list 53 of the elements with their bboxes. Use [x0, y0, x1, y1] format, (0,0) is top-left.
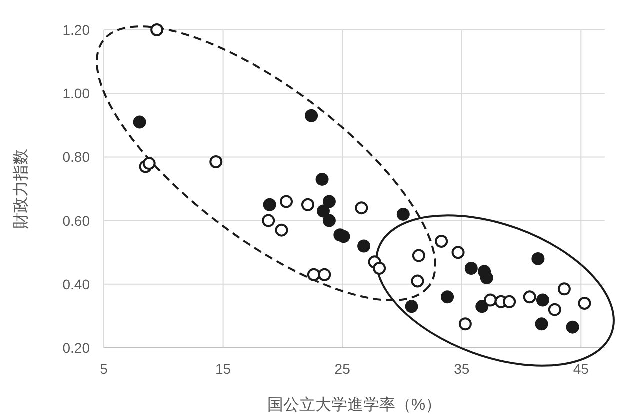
point [566, 320, 580, 334]
point [396, 208, 410, 221]
y-tick-label: 0.40 [62, 276, 90, 292]
point [503, 295, 516, 308]
point [523, 290, 536, 304]
x-tick-label: 15 [215, 361, 232, 377]
y-tick-label: 1.20 [62, 22, 90, 38]
point [133, 116, 146, 129]
y-tick-label: 1.00 [62, 86, 90, 102]
point [280, 195, 294, 208]
x-tick-label: 45 [573, 361, 590, 377]
point [532, 252, 545, 266]
x-tick-label: 35 [454, 361, 470, 377]
x-axis-title: 国公立大学進学率（%） [267, 396, 442, 414]
x-tick-label: 5 [100, 361, 108, 377]
point [322, 214, 336, 228]
point [452, 246, 465, 260]
point [355, 202, 368, 215]
point [318, 268, 332, 282]
point [536, 294, 550, 307]
point [322, 195, 336, 208]
point [405, 300, 418, 314]
point [301, 198, 314, 212]
point [316, 172, 329, 186]
y-axis-title: 財政力指数 [12, 149, 30, 229]
point [535, 318, 548, 331]
point [435, 234, 448, 248]
point [275, 224, 288, 237]
point [480, 272, 494, 285]
y-tick-label: 0.20 [62, 340, 90, 356]
y-tick-label: 0.80 [62, 149, 90, 166]
point [210, 155, 223, 168]
point [142, 157, 156, 170]
point [305, 109, 318, 122]
point [373, 262, 386, 275]
point [411, 274, 424, 288]
point [476, 300, 489, 314]
point [441, 290, 454, 304]
point [484, 294, 497, 307]
point [263, 198, 276, 212]
point [150, 24, 164, 36]
point [458, 318, 472, 331]
point [307, 268, 320, 282]
point [558, 282, 571, 296]
x-tick-label: 25 [334, 361, 351, 377]
point [464, 262, 478, 275]
point [412, 249, 426, 262]
point [578, 296, 592, 310]
point [262, 214, 276, 228]
point [316, 204, 330, 218]
y-tick-label: 0.60 [62, 212, 90, 229]
point [358, 240, 371, 253]
point [548, 303, 562, 316]
